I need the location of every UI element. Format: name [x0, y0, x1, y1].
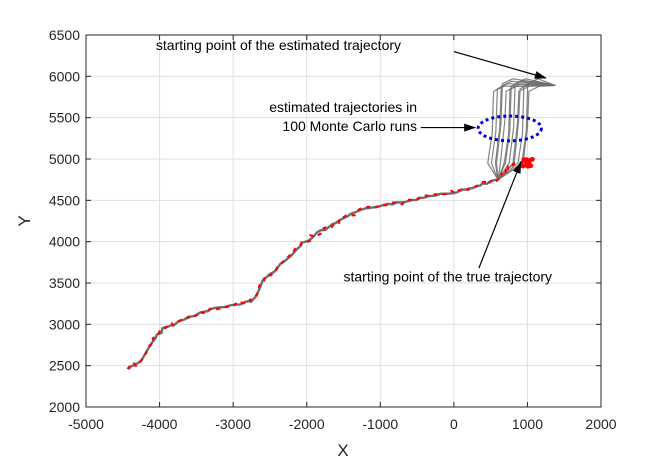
y-tick-label: 2000	[49, 399, 80, 415]
y-axis-label: Y	[15, 215, 34, 226]
y-tick-label: 3500	[49, 275, 80, 291]
y-tick-label: 5000	[49, 151, 80, 167]
estimated-trajectory-line	[497, 84, 556, 180]
y-tick-label: 6000	[49, 68, 80, 84]
estimated-trajectory-line	[497, 83, 556, 181]
estimated-common-path	[127, 178, 499, 370]
y-tick-label: 4500	[49, 192, 80, 208]
estimated-trajectory-line	[497, 83, 556, 180]
x-tick-label: -5000	[68, 416, 104, 432]
x-tick-label: -2000	[289, 416, 325, 432]
annotation-estimated-runs-1: estimated trajectories in	[269, 99, 417, 115]
y-tick-label: 6500	[49, 27, 80, 43]
annotation-arrow	[478, 161, 522, 269]
plot-area	[85, 34, 602, 408]
x-tick-label: 1000	[512, 416, 543, 432]
x-tick-label: 0	[450, 416, 458, 432]
y-tick-label: 2500	[49, 358, 80, 374]
estimated-trajectory-line	[497, 80, 556, 180]
annotation-arrow	[453, 50, 547, 79]
true-start-point	[529, 156, 535, 162]
axes: -5000 -4000 -3000 -2000 -1000 0 1000 2000 2000 25…	[49, 27, 617, 432]
estimated-trajectory-line	[497, 84, 556, 181]
estimated-trajectory-line	[495, 78, 556, 180]
true-start-point	[521, 157, 527, 163]
x-tick-label: -3000	[215, 416, 251, 432]
annotation-estimated-runs-2: 100 Monte Carlo runs	[282, 118, 417, 134]
x-tick-label: -4000	[142, 416, 178, 432]
y-tick-label: 5500	[49, 110, 80, 126]
y-tick-label: 4000	[49, 234, 80, 250]
x-axis-label: X	[337, 441, 348, 460]
true-trajectory-line	[126, 157, 533, 370]
true-start-point	[520, 163, 526, 169]
annotation-start-true: starting point of the true trajectory	[344, 268, 553, 284]
annotations: starting point of the estimated trajecto…	[156, 37, 552, 284]
estimated-runs-ellipse	[476, 114, 543, 143]
y-tick-label: 3000	[49, 316, 80, 332]
x-tick-label: 2000	[585, 416, 616, 432]
x-tick-label: -1000	[362, 416, 398, 432]
annotation-start-estimated: starting point of the estimated trajecto…	[156, 37, 401, 53]
